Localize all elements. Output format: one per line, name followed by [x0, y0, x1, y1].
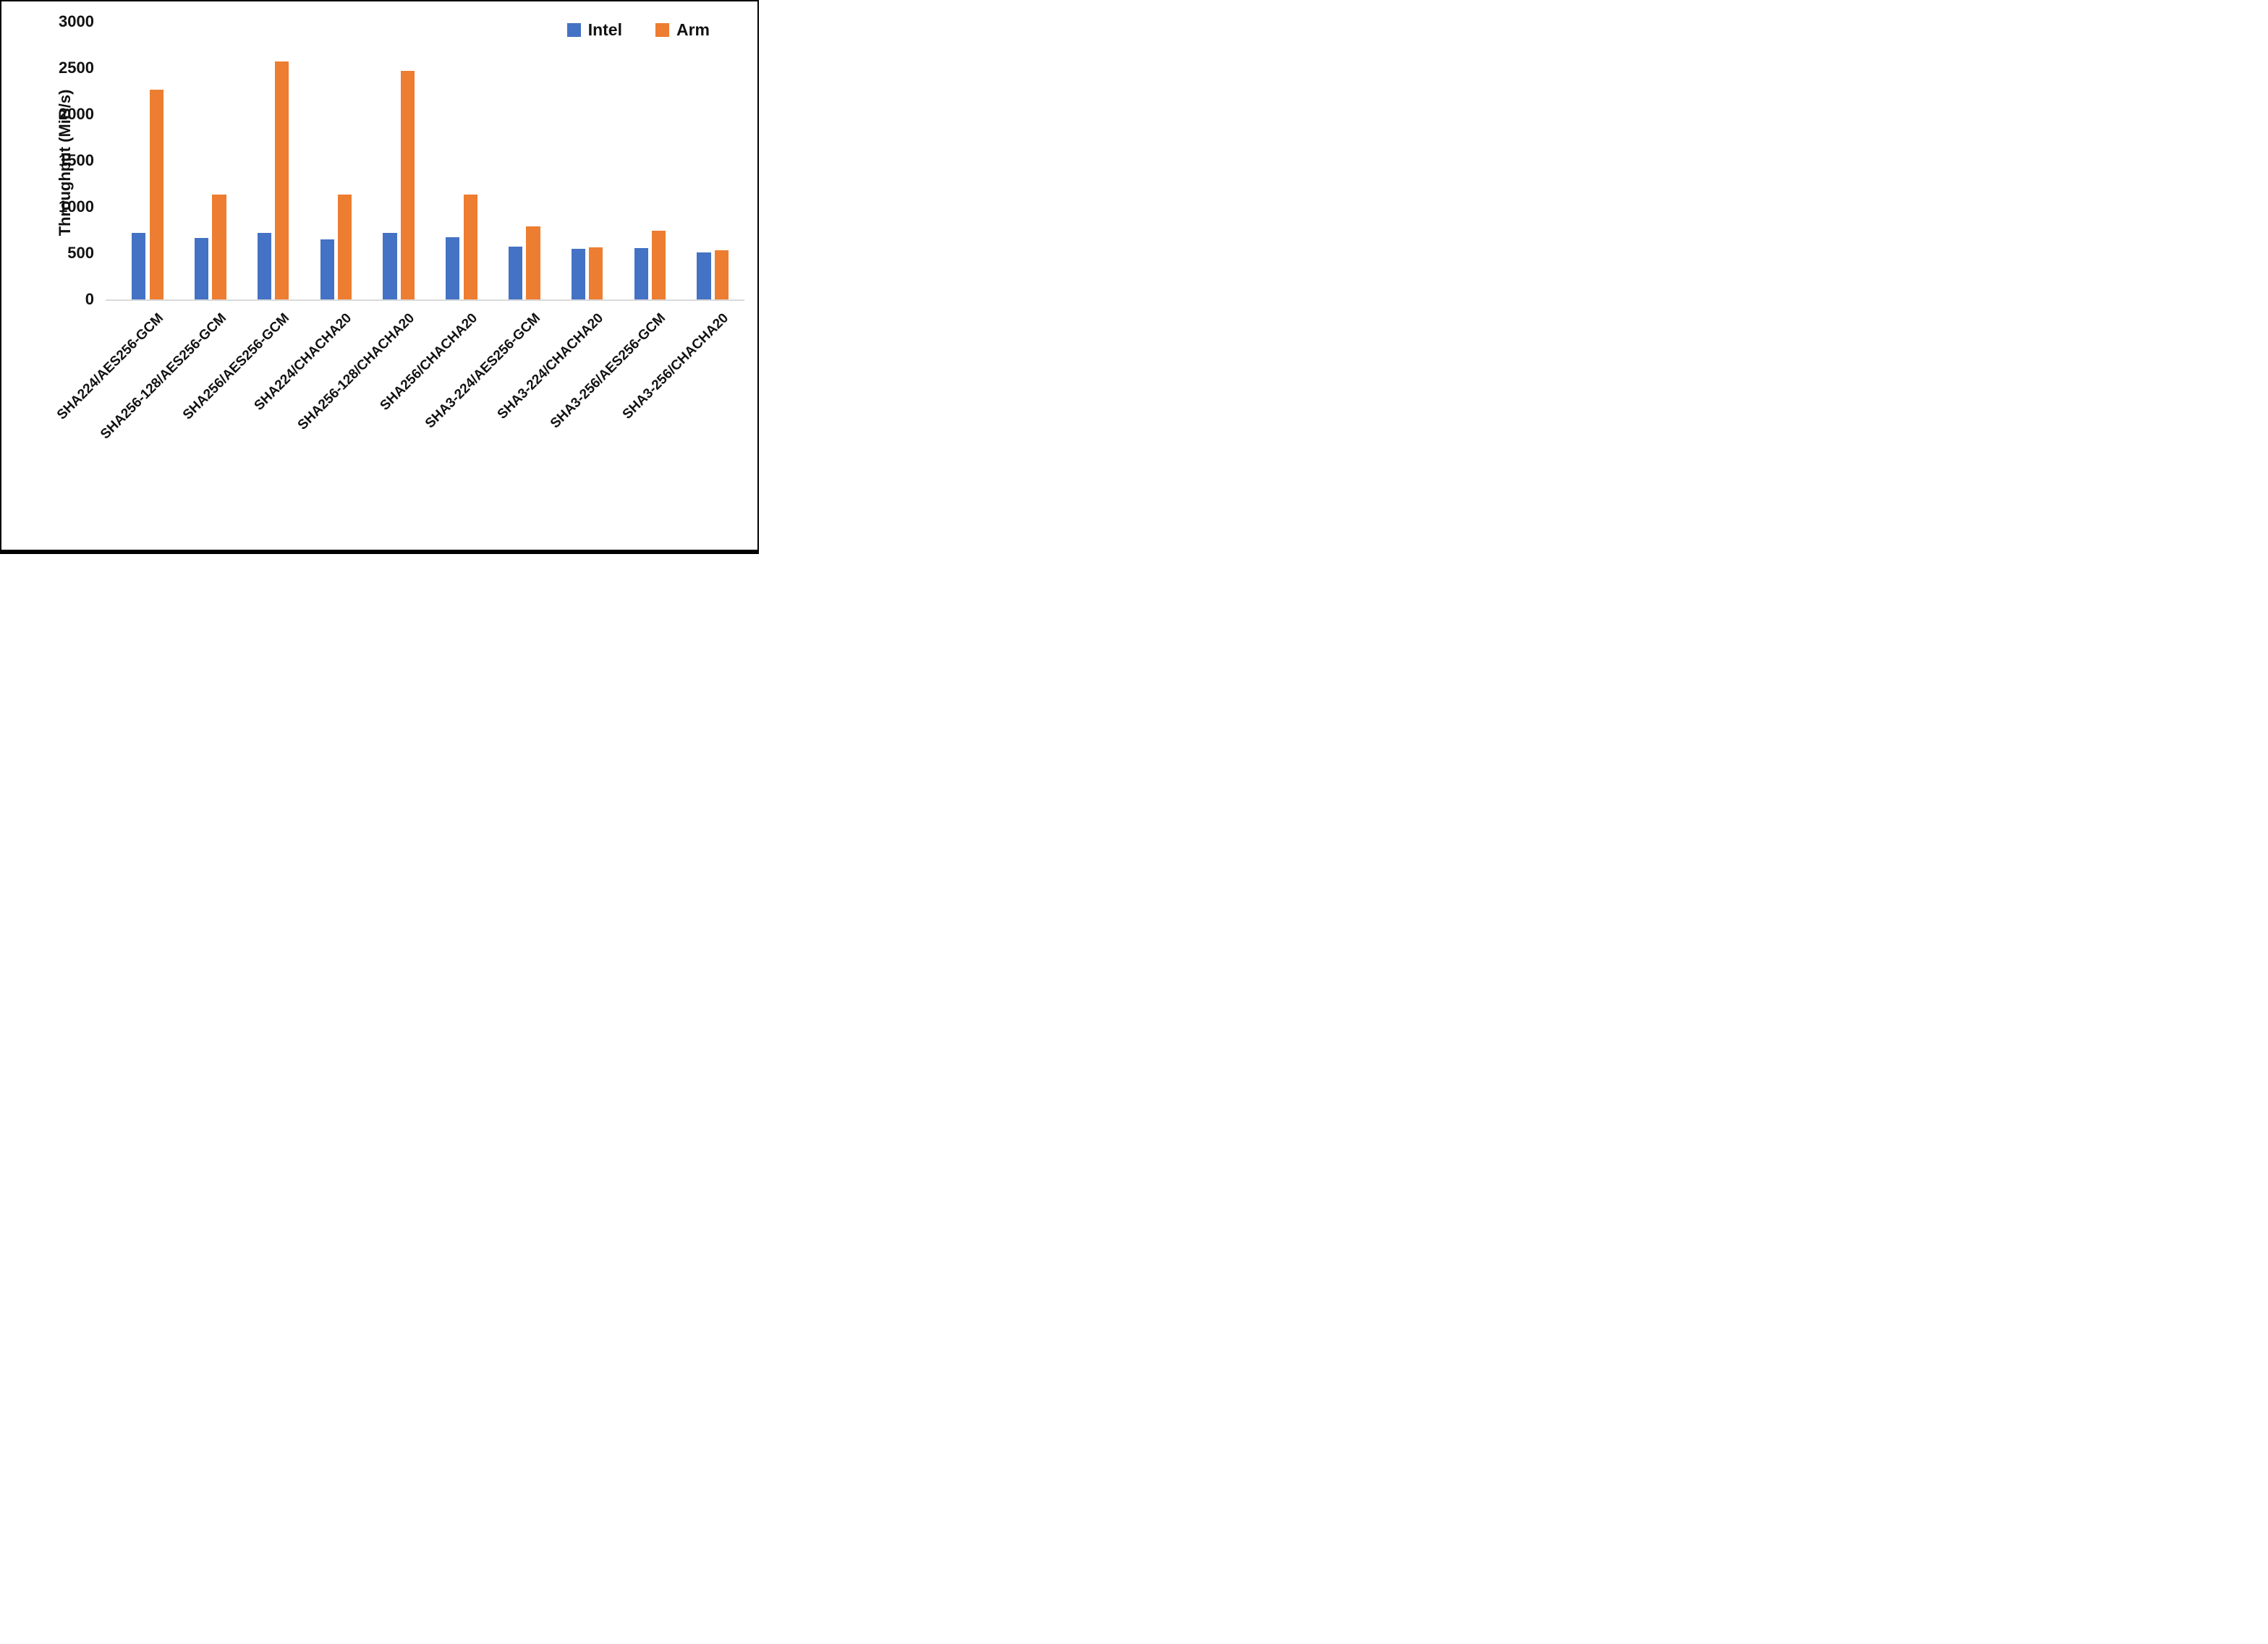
- y-tick-label: 500: [67, 244, 94, 262]
- y-tick-label: 3000: [59, 12, 94, 30]
- x-category-label: SHA3-256/AES256-GCM: [548, 310, 669, 432]
- x-category-label: SHA3-224/CHACHA20: [494, 310, 606, 422]
- legend-swatch-arm: [655, 23, 669, 37]
- legend-item-arm: Arm: [655, 22, 710, 38]
- x-category-label: SHA224/AES256-GCM: [54, 310, 167, 423]
- bar-intel-sha256/aes256-gcm: [257, 232, 271, 299]
- bar-arm-sha3-224/chacha20: [589, 247, 603, 299]
- bar-intel-sha256/chacha20: [446, 237, 460, 299]
- bar-intel-sha3-224/aes256-gcm: [508, 247, 523, 299]
- bar-intel-sha224/aes256-gcm: [132, 232, 146, 299]
- x-category-label: SHA256-128/CHACHA20: [294, 310, 418, 433]
- x-category-label: SHA3-224/AES256-GCM: [422, 310, 543, 432]
- bar-arm-sha256/aes256-gcm: [275, 61, 289, 299]
- bar-arm-sha256/chacha20: [463, 195, 477, 299]
- bar-intel-sha3-256/aes256-gcm: [634, 247, 648, 299]
- bar-arm-sha3-256/chacha20: [714, 250, 729, 299]
- x-category-label: SHA256/CHACHA20: [377, 310, 481, 414]
- legend-item-intel: Intel: [566, 20, 622, 39]
- y-tick-label: 2000: [59, 105, 94, 123]
- y-tick-label: 1500: [59, 151, 94, 169]
- bar-arm-sha3-224/aes256-gcm: [526, 226, 540, 299]
- x-axis-line: [106, 299, 744, 301]
- legend-swatch-intel: [566, 23, 581, 37]
- y-tick-label: 0: [85, 290, 94, 308]
- x-category-label: SHA256-128/AES256-GCM: [97, 310, 229, 443]
- bar-arm-sha256-128/chacha20: [400, 70, 415, 299]
- y-tick-label: 1000: [59, 197, 94, 216]
- bar-arm-sha224/aes256-gcm: [149, 90, 163, 299]
- bar-intel-sha256-128/chacha20: [383, 232, 397, 299]
- legend-label-arm: Arm: [676, 20, 710, 39]
- bar-intel-sha224/chacha20: [320, 239, 334, 299]
- chart-figure: Throughput (MiB/s) 0 500 1000 1500 2000 2500 3…: [0, 0, 759, 554]
- x-category-label: SHA256/AES256-GCM: [179, 310, 292, 423]
- bar-intel-sha256-128/aes256-gcm: [194, 237, 209, 299]
- legend-label-intel: Intel: [587, 20, 622, 39]
- bar-intel-sha3-224/chacha20: [571, 248, 585, 299]
- x-category-label: SHA224/CHACHA20: [252, 310, 355, 414]
- plot-area: Throughput (MiB/s) 0 500 1000 1500 2000 2500 3…: [1, 1, 757, 550]
- bar-arm-sha256-128/aes256-gcm: [212, 195, 226, 299]
- bar-arm-sha224/chacha20: [338, 195, 352, 299]
- bar-intel-sha3-256/chacha20: [697, 252, 711, 299]
- bar-arm-sha3-256/aes256-gcm: [652, 231, 666, 299]
- legend: Intel Arm: [566, 20, 710, 39]
- y-tick-label: 2500: [59, 59, 94, 77]
- x-category-label: SHA3-256/CHACHA20: [619, 310, 732, 422]
